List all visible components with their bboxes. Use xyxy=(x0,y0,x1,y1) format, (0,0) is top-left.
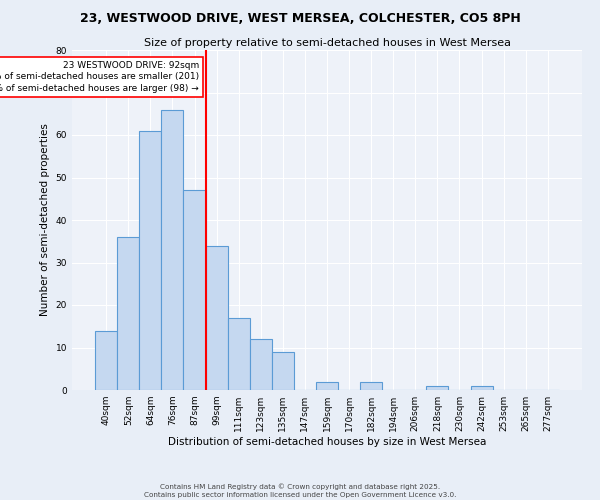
Title: Size of property relative to semi-detached houses in West Mersea: Size of property relative to semi-detach… xyxy=(143,38,511,48)
Bar xyxy=(316,382,338,390)
Bar xyxy=(139,130,161,390)
Bar xyxy=(206,246,227,390)
Bar xyxy=(470,386,493,390)
Bar xyxy=(184,190,206,390)
Y-axis label: Number of semi-detached properties: Number of semi-detached properties xyxy=(40,124,50,316)
Bar xyxy=(250,339,272,390)
Text: Contains HM Land Registry data © Crown copyright and database right 2025.
Contai: Contains HM Land Registry data © Crown c… xyxy=(144,484,456,498)
Bar xyxy=(95,330,117,390)
Text: 23 WESTWOOD DRIVE: 92sqm
← 66% of semi-detached houses are smaller (201)
32% of : 23 WESTWOOD DRIVE: 92sqm ← 66% of semi-d… xyxy=(0,60,199,93)
Bar xyxy=(117,237,139,390)
Bar xyxy=(161,110,184,390)
Text: 23, WESTWOOD DRIVE, WEST MERSEA, COLCHESTER, CO5 8PH: 23, WESTWOOD DRIVE, WEST MERSEA, COLCHES… xyxy=(80,12,520,26)
Bar xyxy=(360,382,382,390)
Bar xyxy=(427,386,448,390)
Bar xyxy=(272,352,294,390)
Bar xyxy=(227,318,250,390)
X-axis label: Distribution of semi-detached houses by size in West Mersea: Distribution of semi-detached houses by … xyxy=(168,437,486,447)
